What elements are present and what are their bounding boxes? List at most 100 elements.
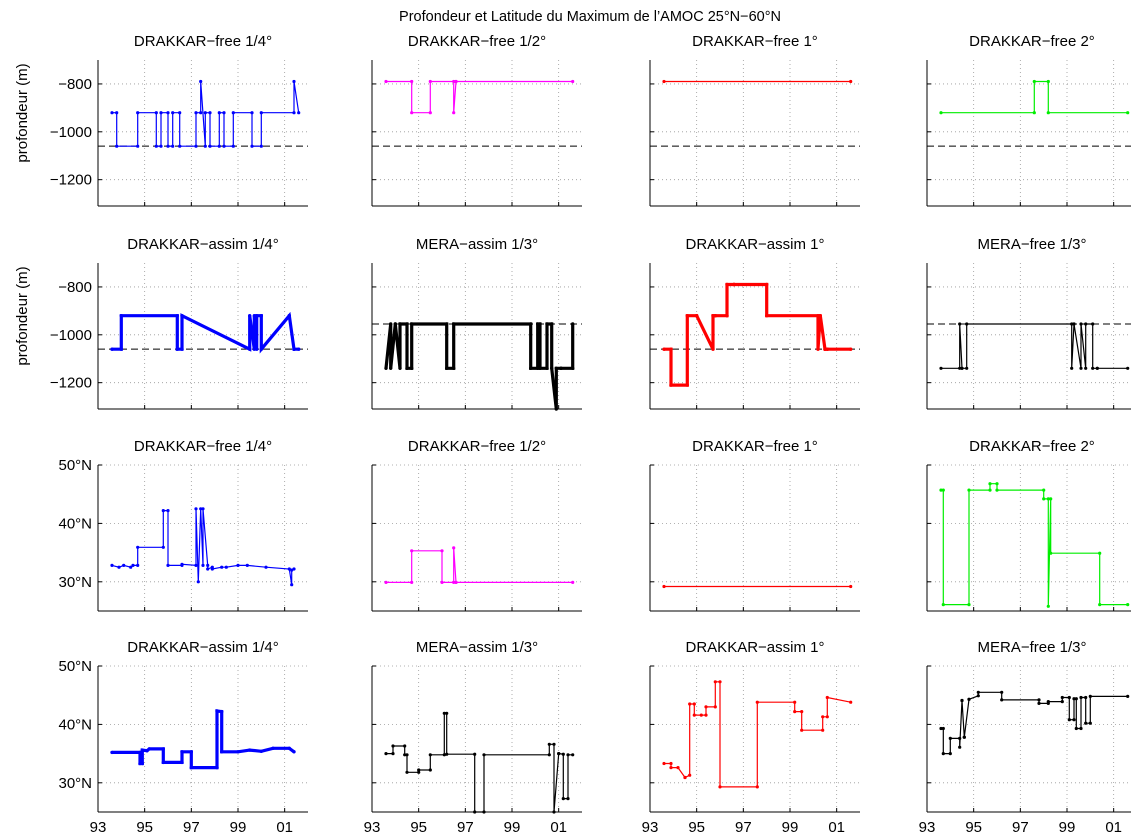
series-line <box>386 80 573 114</box>
data-point <box>669 761 673 766</box>
data-point <box>995 488 999 492</box>
y-tick-label: 40°N <box>58 515 92 532</box>
series-markers <box>662 282 853 387</box>
data-point <box>1046 700 1050 704</box>
data-point <box>559 366 563 370</box>
data-point <box>161 747 165 751</box>
data-point <box>389 322 393 326</box>
data-point <box>538 322 542 326</box>
panel-title: DRAKKAR−free 1/4° <box>134 438 272 455</box>
data-point <box>255 347 259 351</box>
data-point <box>699 713 703 717</box>
data-point <box>669 383 673 387</box>
panel-title: DRAKKAR−assim 1/4° <box>127 236 278 253</box>
data-point <box>452 366 456 370</box>
x-tick-label: 93 <box>90 819 107 836</box>
data-point <box>685 314 689 318</box>
data-point <box>976 690 980 694</box>
data-point <box>965 322 969 326</box>
data-point <box>967 697 971 701</box>
data-point <box>292 347 296 351</box>
data-point <box>180 750 184 754</box>
series-line <box>112 709 295 770</box>
data-point <box>1084 366 1088 370</box>
data-point <box>1070 366 1074 370</box>
data-point <box>159 144 163 148</box>
data-point <box>140 761 144 766</box>
data-point <box>1032 111 1036 115</box>
data-point <box>117 565 121 569</box>
data-point <box>175 347 179 351</box>
x-tick-label: 97 <box>735 819 752 836</box>
data-point <box>452 111 456 115</box>
panel-1: DRAKKAR−free 1/4° −800 −1000 −1200 profondeu… <box>14 33 308 207</box>
series-markers <box>939 690 1130 756</box>
panel-8: MERA−free 1/3° <box>926 236 1131 410</box>
data-point <box>452 79 456 84</box>
panel-14: MERA−assim 1/3° 93 95 97 99 01 <box>364 639 582 836</box>
data-point <box>287 567 291 571</box>
data-point <box>440 580 444 585</box>
data-point <box>1072 718 1076 722</box>
data-point <box>685 383 689 387</box>
data-point <box>393 322 397 326</box>
data-point <box>988 488 992 492</box>
panel-13: DRAKKAR−assim 1/4° 30°N 40°N 50°N 93 95 97 99 01 <box>58 639 308 836</box>
series-markers <box>939 79 1130 115</box>
data-point <box>1032 79 1036 84</box>
data-point <box>217 144 221 148</box>
data-point <box>292 567 296 571</box>
data-point <box>529 366 533 370</box>
data-point <box>252 347 256 351</box>
data-point <box>245 563 249 568</box>
panel-5: DRAKKAR−assim 1/4° −800 −1000 −1200 profonde… <box>14 236 308 410</box>
data-point <box>297 111 301 115</box>
data-point <box>138 750 142 755</box>
data-point <box>248 314 252 318</box>
data-point <box>389 366 393 370</box>
data-point <box>403 744 407 748</box>
series-line <box>386 547 573 584</box>
data-point <box>683 775 687 780</box>
data-point <box>725 314 729 318</box>
data-point <box>669 347 673 351</box>
data-point <box>194 507 198 511</box>
data-point <box>384 79 388 84</box>
panel-12: DRAKKAR−free 2° <box>926 438 1131 612</box>
data-point <box>236 750 240 754</box>
data-point <box>800 710 804 714</box>
data-point <box>545 322 549 326</box>
data-point <box>554 366 558 370</box>
y-tick-label: −1200 <box>50 375 92 392</box>
data-point <box>398 366 402 370</box>
data-point <box>1060 695 1064 700</box>
data-point <box>939 488 943 492</box>
data-point <box>825 695 829 700</box>
data-point <box>849 347 853 351</box>
series-markers <box>662 584 853 589</box>
y-tick-label: −800 <box>58 279 92 296</box>
series-markers <box>662 680 853 789</box>
data-point <box>384 580 388 585</box>
x-tick-label: 01 <box>550 819 567 836</box>
data-point <box>287 746 291 750</box>
data-point <box>297 347 301 351</box>
data-point <box>140 748 144 752</box>
data-point <box>136 545 140 549</box>
data-point <box>201 563 205 568</box>
series-line <box>941 691 1128 755</box>
series-markers <box>384 79 575 115</box>
data-point <box>161 760 165 765</box>
y-tick-label: 30°N <box>58 775 92 792</box>
series-markers <box>662 79 853 84</box>
data-point <box>849 584 853 589</box>
data-point <box>119 314 124 318</box>
data-point <box>208 111 212 115</box>
data-point <box>147 747 151 751</box>
data-point <box>692 702 696 706</box>
panels: DRAKKAR−free 1/4° −800 −1000 −1200 profondeu… <box>14 33 1131 836</box>
series-line <box>384 322 575 410</box>
data-point <box>547 742 551 746</box>
data-point <box>136 144 140 148</box>
y-tick-label: 50°N <box>58 658 92 675</box>
